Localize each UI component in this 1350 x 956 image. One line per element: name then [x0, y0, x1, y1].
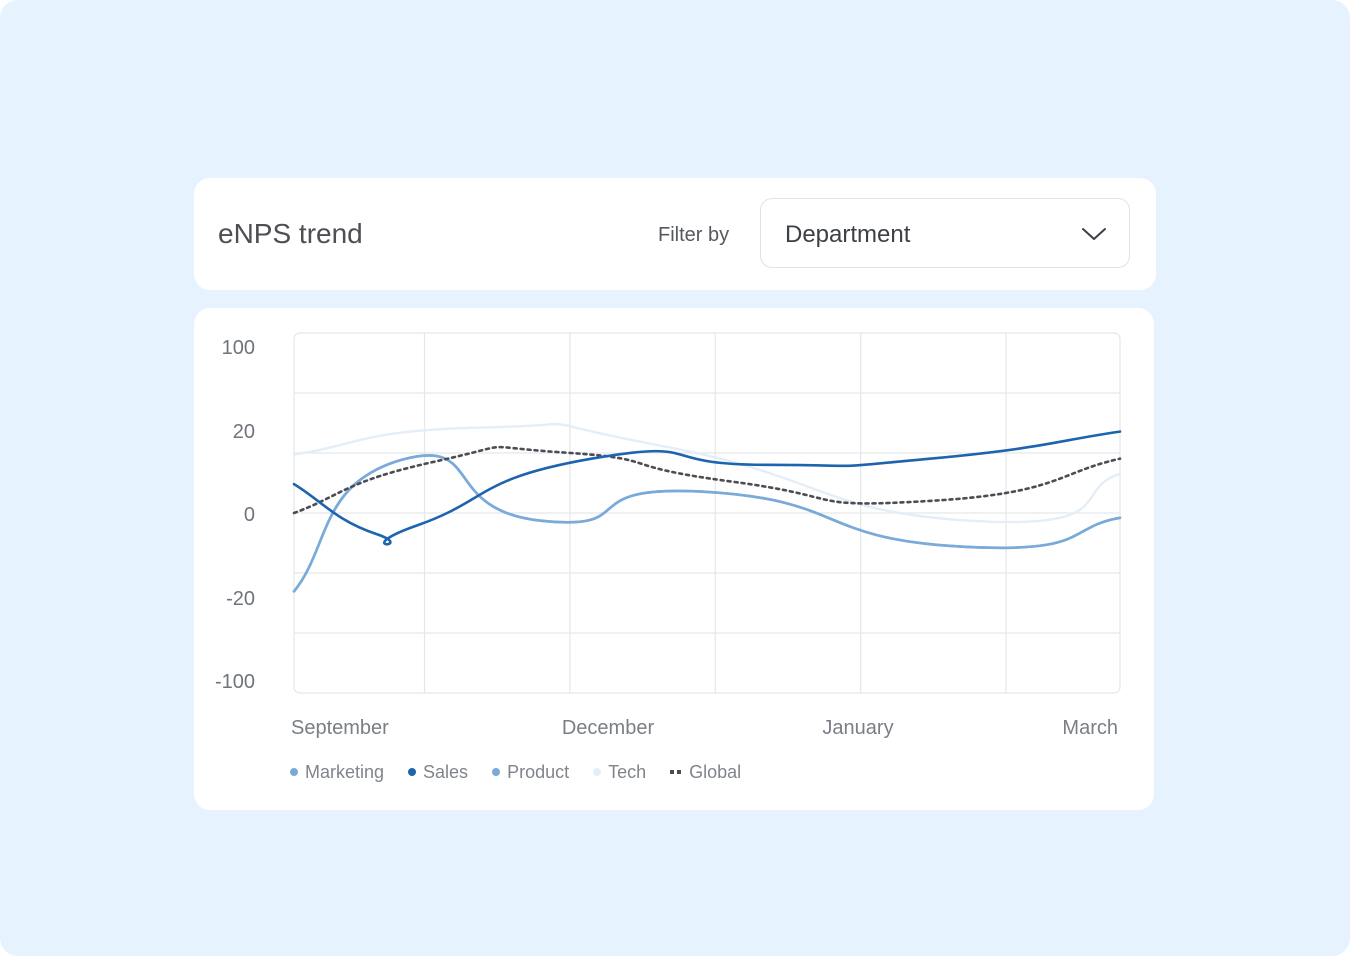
y-tick-label: -20 — [226, 588, 255, 610]
line-chart: 100 20 0 -20 -100 September December January Ma… — [215, 332, 1122, 739]
legend-item-sales: Sales — [408, 762, 468, 783]
legend-label: Marketing — [305, 761, 385, 782]
department-dropdown[interactable]: Department — [760, 198, 1130, 268]
chevron-down-icon — [1082, 228, 1106, 240]
legend-item-marketing: Marketing — [290, 762, 384, 783]
filter-label: Filter by — [658, 224, 730, 246]
chart-card: 100 20 0 -20 -100 September December January Ma… — [194, 308, 1154, 810]
series-line-marketing — [292, 454, 1122, 593]
series-line-product — [292, 454, 1122, 593]
y-tick-label: 100 — [222, 337, 255, 359]
chart-title: eNPS trend — [218, 218, 363, 249]
legend-marker — [290, 768, 298, 776]
legend-item-global: Global — [670, 762, 741, 783]
legend-marker — [408, 768, 417, 776]
x-tick-label: September — [291, 717, 389, 739]
y-tick-label: 0 — [244, 504, 255, 526]
series-line-tech — [292, 422, 1122, 524]
y-tick-label: -100 — [215, 671, 255, 693]
y-tick-label: 20 — [233, 421, 255, 443]
legend-label: Sales — [423, 761, 469, 782]
series-line-global — [292, 445, 1122, 515]
header-card: eNPS trend Filter by Department — [194, 178, 1156, 290]
dropdown-selected-value: Department — [785, 221, 911, 248]
legend-marker — [492, 768, 501, 776]
legend-label: Global — [689, 761, 742, 782]
series-line-sales — [292, 430, 1122, 546]
y-axis: 100 20 0 -20 -100 — [215, 337, 255, 693]
legend-item-tech: Tech — [593, 762, 646, 783]
chart-legend: Marketing Sales Product Tech Global — [290, 760, 741, 784]
x-tick-label: January — [822, 717, 893, 739]
x-axis: September December January March — [291, 717, 1118, 739]
x-tick-label: December — [562, 717, 655, 739]
legend-marker — [593, 768, 602, 776]
legend-item-product: Product — [492, 762, 569, 783]
legend-label: Product — [507, 761, 570, 782]
legend-label: Tech — [608, 761, 647, 782]
chart-series — [292, 422, 1122, 593]
x-tick-label: March — [1062, 717, 1118, 739]
legend-marker — [670, 770, 683, 774]
chart-grid — [293, 332, 1121, 694]
